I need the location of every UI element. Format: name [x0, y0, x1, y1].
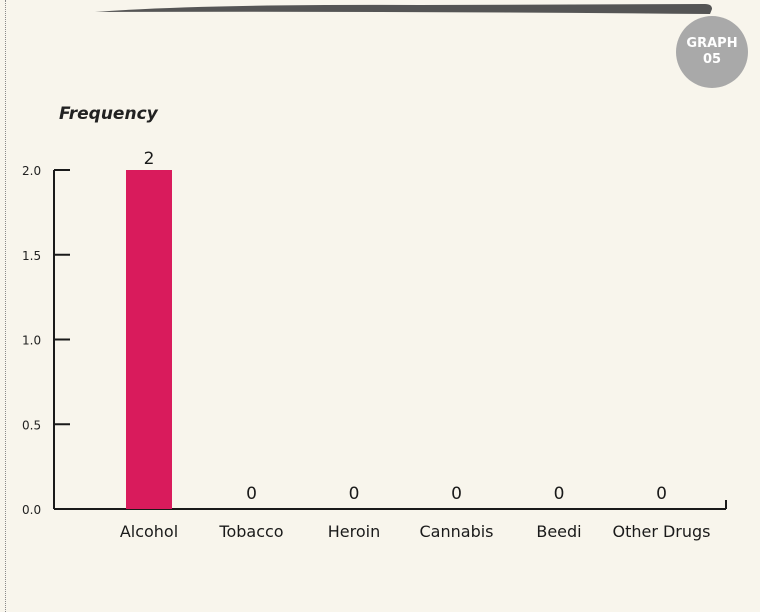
bar-value-label: 0 — [656, 484, 667, 504]
badge-number: 05 — [702, 52, 722, 67]
y-tick-label: 2.0 — [22, 164, 41, 178]
bar-value-label: 2 — [144, 149, 155, 169]
badge-label: GRAPH — [686, 36, 738, 51]
x-tick-label: Other Drugs — [612, 522, 710, 541]
bar-value-label: 0 — [246, 484, 257, 504]
bar-value-label: 0 — [554, 484, 565, 504]
y-tick-label: 0.0 — [22, 503, 41, 517]
bar — [126, 170, 172, 509]
bar-value-label: 0 — [349, 484, 360, 504]
y-tick-label: 1.5 — [22, 249, 41, 263]
y-tick-label: 1.0 — [22, 334, 41, 348]
page-border — [5, 0, 6, 612]
header-banner-bar — [95, 4, 712, 14]
y-tick-label: 0.5 — [22, 418, 41, 432]
x-tick-label: Cannabis — [420, 522, 494, 541]
x-tick-label: Heroin — [328, 522, 380, 541]
y-axis-title: Frequency — [59, 104, 158, 124]
bar-value-label: 0 — [451, 484, 462, 504]
x-tick-label: Tobacco — [218, 522, 283, 541]
graph-number-badge: GRAPH 05 — [676, 16, 748, 88]
x-tick-label: Alcohol — [120, 522, 178, 541]
x-tick-label: Beedi — [536, 522, 581, 541]
